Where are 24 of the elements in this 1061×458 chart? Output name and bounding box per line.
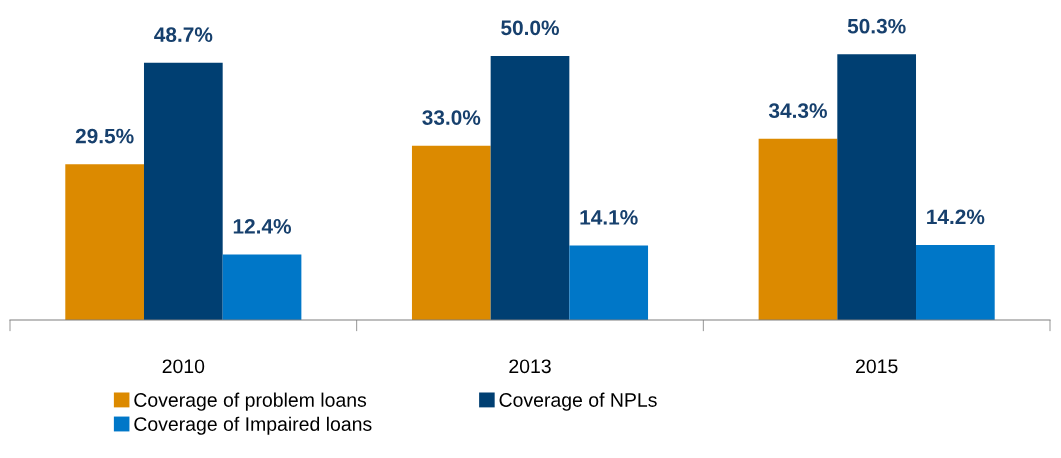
bar <box>222 254 302 320</box>
bar <box>916 245 995 320</box>
x-tick-label: 2010 <box>162 359 205 374</box>
x-tick-label: 2013 <box>509 359 551 374</box>
data-label: 50.0% <box>501 20 559 36</box>
legend-label: Coverage of NPLs <box>499 392 657 411</box>
data-label: 14.2% <box>927 209 985 225</box>
data-label: 34.3% <box>768 103 827 119</box>
bar <box>837 54 917 320</box>
data-label: 29.5% <box>75 128 134 144</box>
x-tick-label: 2015 <box>856 359 898 374</box>
bar <box>65 164 144 320</box>
bar <box>569 245 649 320</box>
bar <box>490 55 570 320</box>
data-label: 48.7% <box>154 27 213 43</box>
data-label: 33.0% <box>422 110 481 125</box>
legend-label: Coverage of problem loans <box>134 392 367 411</box>
legend-label: Coverage of Impaired loans <box>134 416 372 435</box>
bar <box>143 62 223 320</box>
bar <box>758 138 838 320</box>
bar <box>411 145 491 320</box>
data-label: 12.4% <box>233 218 292 234</box>
data-label: 50.3% <box>847 18 906 34</box>
data-label: 14.1% <box>580 210 638 225</box>
